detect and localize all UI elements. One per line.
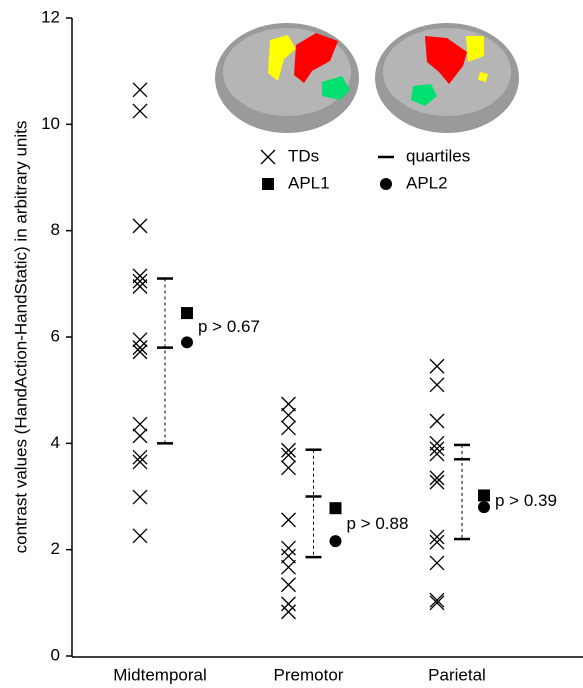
td-marker: [282, 397, 296, 411]
legend-marker: [261, 150, 275, 164]
td-marker: [282, 421, 296, 435]
td-marker: [133, 83, 147, 97]
apl1-marker: [478, 489, 490, 501]
legend-label: TDs: [288, 146, 319, 165]
apl1-marker: [181, 307, 193, 319]
td-marker: [133, 429, 147, 443]
td-marker: [282, 605, 296, 619]
annotation: p > 0.39: [495, 491, 557, 510]
td-marker: [430, 596, 444, 610]
y-tick-label: 10: [41, 114, 60, 133]
td-marker: [282, 549, 296, 563]
apl2-marker: [478, 501, 490, 513]
x-tick-label: Midtemporal: [113, 665, 207, 684]
apl2-marker: [181, 336, 193, 348]
td-marker: [282, 541, 296, 555]
td-marker: [133, 219, 147, 233]
y-tick-label: 0: [51, 645, 60, 664]
x-tick-label: Premotor: [274, 665, 344, 684]
td-marker: [282, 461, 296, 475]
legend-label: APL1: [288, 173, 330, 192]
apl1-marker: [330, 502, 342, 514]
td-marker: [430, 556, 444, 570]
td-marker: [133, 104, 147, 118]
td-marker: [133, 417, 147, 431]
td-marker: [282, 597, 296, 611]
y-tick-label: 2: [51, 539, 60, 558]
legend-marker: [262, 178, 274, 190]
legend-label: APL2: [406, 173, 448, 192]
y-tick-label: 8: [51, 220, 60, 239]
annotation: p > 0.88: [347, 514, 409, 533]
td-marker: [133, 333, 147, 347]
td-marker: [282, 560, 296, 574]
td-marker: [282, 578, 296, 592]
annotation: p > 0.67: [198, 317, 260, 336]
legend-marker: [380, 178, 392, 190]
y-tick-label: 4: [51, 433, 60, 452]
y-axis-label: contrast values (HandAction-HandStatic) …: [11, 121, 30, 554]
y-tick-label: 12: [41, 7, 60, 26]
x-tick-label: Parietal: [428, 665, 486, 684]
brain-image: [215, 23, 519, 133]
y-tick-label: 6: [51, 326, 60, 345]
td-marker: [133, 490, 147, 504]
td-marker: [430, 414, 444, 428]
td-marker: [282, 408, 296, 422]
td-marker: [133, 529, 147, 543]
legend-label: quartiles: [406, 146, 470, 165]
td-marker: [430, 359, 444, 373]
td-marker: [430, 593, 444, 607]
td-marker: [282, 513, 296, 527]
td-marker: [430, 378, 444, 392]
apl2-marker: [330, 535, 342, 547]
chart: contrast values (HandAction-HandStatic) …: [0, 0, 583, 688]
